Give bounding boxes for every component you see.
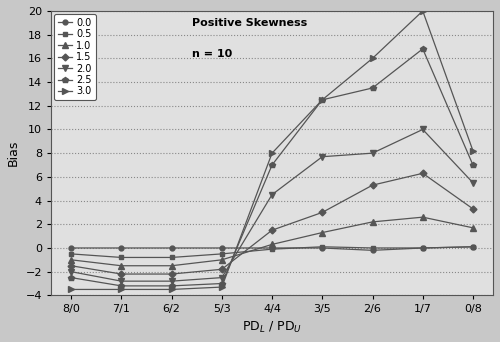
Line: 0.5: 0.5 <box>68 244 476 260</box>
Line: 2.0: 2.0 <box>68 127 476 284</box>
1.5 <box>118 272 124 276</box>
Text: Positive Skewness: Positive Skewness <box>192 18 308 28</box>
0.0 <box>320 246 326 250</box>
1.5 <box>168 272 174 276</box>
3.0 <box>269 151 275 155</box>
0.0 <box>68 246 74 250</box>
2.0 <box>420 128 426 132</box>
1.5 <box>320 210 326 214</box>
1.0 <box>68 258 74 262</box>
3.0 <box>420 9 426 13</box>
Line: 1.5: 1.5 <box>68 171 476 276</box>
3.0 <box>118 287 124 291</box>
1.0 <box>269 242 275 247</box>
3.0 <box>320 98 326 102</box>
2.0 <box>269 193 275 197</box>
2.5 <box>219 281 225 286</box>
0.0 <box>118 246 124 250</box>
2.0 <box>320 155 326 159</box>
0.0 <box>370 248 376 252</box>
1.5 <box>420 171 426 175</box>
Line: 3.0: 3.0 <box>68 8 476 292</box>
0.5 <box>320 245 326 249</box>
1.5 <box>370 183 376 187</box>
1.0 <box>370 220 376 224</box>
Line: 1.0: 1.0 <box>68 214 476 269</box>
2.5 <box>118 284 124 288</box>
0.0 <box>470 245 476 249</box>
1.0 <box>320 231 326 235</box>
3.0 <box>219 285 225 289</box>
2.0 <box>219 276 225 280</box>
0.5 <box>219 252 225 256</box>
0.5 <box>420 246 426 250</box>
X-axis label: PD$_L$ / PD$_U$: PD$_L$ / PD$_U$ <box>242 320 302 335</box>
2.5 <box>420 47 426 51</box>
1.5 <box>269 228 275 232</box>
3.0 <box>470 149 476 153</box>
0.5 <box>470 245 476 249</box>
2.5 <box>470 163 476 167</box>
3.0 <box>168 287 174 291</box>
1.0 <box>118 264 124 268</box>
2.5 <box>269 163 275 167</box>
Y-axis label: Bias: Bias <box>7 140 20 166</box>
3.0 <box>68 287 74 291</box>
2.0 <box>118 279 124 283</box>
3.0 <box>370 56 376 61</box>
0.0 <box>269 246 275 250</box>
2.5 <box>320 98 326 102</box>
1.0 <box>168 264 174 268</box>
0.0 <box>219 246 225 250</box>
1.5 <box>68 264 74 268</box>
2.0 <box>370 151 376 155</box>
0.5 <box>118 255 124 260</box>
2.5 <box>68 276 74 280</box>
0.5 <box>370 246 376 250</box>
Line: 0.0: 0.0 <box>68 244 476 253</box>
2.0 <box>168 279 174 283</box>
Line: 2.5: 2.5 <box>68 46 476 289</box>
Legend: 0.0, 0.5, 1.0, 1.5, 2.0, 2.5, 3.0: 0.0, 0.5, 1.0, 1.5, 2.0, 2.5, 3.0 <box>54 14 96 101</box>
1.0 <box>420 215 426 219</box>
1.5 <box>470 207 476 211</box>
1.5 <box>219 267 225 271</box>
2.5 <box>370 86 376 90</box>
2.0 <box>470 181 476 185</box>
0.5 <box>168 255 174 260</box>
1.0 <box>470 226 476 230</box>
Text: n = 10: n = 10 <box>192 49 232 60</box>
2.0 <box>68 269 74 274</box>
0.5 <box>269 247 275 251</box>
1.0 <box>219 258 225 262</box>
0.0 <box>420 246 426 250</box>
2.5 <box>168 284 174 288</box>
0.5 <box>68 252 74 256</box>
0.0 <box>168 246 174 250</box>
